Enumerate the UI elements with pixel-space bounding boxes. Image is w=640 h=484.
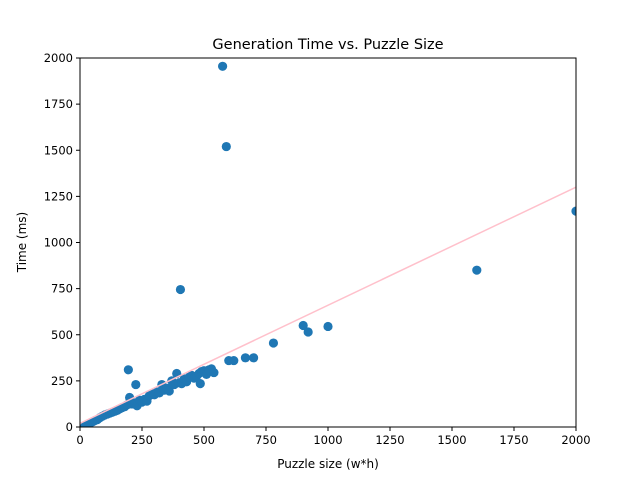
y-tick-label: 1000 [44, 236, 73, 250]
x-tick-label: 750 [255, 433, 277, 447]
data-point [571, 206, 576, 216]
data-point [472, 265, 482, 275]
data-point [221, 141, 231, 152]
x-tick-label: 2000 [561, 433, 590, 447]
trend-line [80, 186, 576, 424]
x-tick-label: 1500 [437, 433, 466, 447]
x-tick-label: 1250 [375, 433, 404, 447]
data-point [298, 320, 308, 331]
y-tick-label: 500 [51, 328, 73, 342]
y-tick-label: 250 [51, 374, 73, 388]
x-tick-label: 250 [131, 433, 153, 447]
y-tick-label: 2000 [44, 51, 73, 65]
data-point [268, 338, 279, 348]
data-point [175, 284, 186, 295]
y-axis-label: Time (ms) [15, 212, 29, 274]
x-tick-label: 1750 [499, 433, 528, 447]
data-point [209, 367, 219, 378]
data-point [323, 321, 333, 332]
x-tick-label: 500 [193, 433, 215, 447]
data-point [303, 327, 313, 337]
x-tick-label: 0 [76, 433, 83, 447]
y-tick-label: 1250 [44, 189, 73, 203]
y-tick-label: 1500 [44, 143, 73, 157]
axes: 0 250 500 750 1000 1250 1500 1750 2000 0 250 500 750… [44, 51, 591, 447]
plot-area [80, 61, 576, 427]
data-point [240, 353, 251, 363]
data-point [195, 379, 205, 389]
chart-title: Generation Time vs. Puzzle Size [212, 37, 443, 53]
y-tick-label: 0 [66, 420, 73, 434]
data-point [249, 353, 259, 363]
data-point [229, 355, 239, 366]
y-tick-label: 1750 [44, 97, 73, 111]
data-point [123, 365, 133, 375]
data-point [164, 386, 174, 396]
data-point [131, 379, 141, 390]
y-tick-label: 750 [51, 282, 73, 296]
x-axis-label: Puzzle size (w*h) [277, 457, 379, 471]
plot-contents [80, 61, 576, 427]
x-tick-label: 1000 [313, 433, 342, 447]
data-point [218, 61, 228, 71]
